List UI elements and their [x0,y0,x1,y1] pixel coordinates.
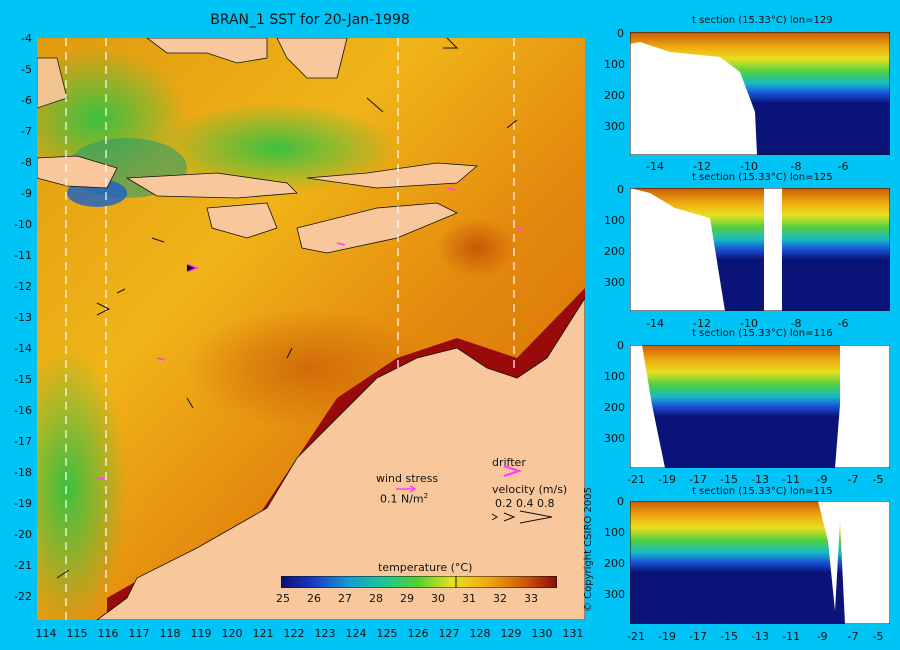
wind-stress-label: wind stress [376,472,439,485]
section-title-lon116: t section (15.33°C) lon=116 [692,328,833,339]
sst-map [37,38,585,620]
australia-land [96,297,585,620]
section-plot-lon116 [630,345,890,468]
section-title-lon129: t section (15.33°C) lon=129 [692,15,833,26]
section-plot-lon125 [630,188,890,311]
island-sumba [206,202,278,239]
copyright-text: © Copyright CSIRO 2005 [583,487,594,612]
colorbar-title: temperature (°C) [378,561,473,574]
section-title-lon125: t section (15.33°C) lon=125 [692,172,833,183]
drifter-legend-arrow [503,465,523,477]
drifter-marks [96,187,524,480]
island-java [37,155,118,189]
section-plot-lon115 [630,501,890,624]
wind-stress-arrow [396,485,417,493]
map-title: BRAN_1 SST for 20-Jan-1998 [210,12,410,28]
wind-stress-value: 0.1 N/m2 [380,492,429,506]
velocity-values: 0.2 0.4 0.8 [495,497,555,510]
velocity-arrows [491,510,553,524]
temperature-colorbar [281,576,557,588]
section-title-lon115: t section (15.33°C) lon=115 [692,486,833,497]
drifter-label: drifter [492,456,526,469]
velocity-label: velocity (m/s) [492,483,568,496]
wind-arrows [56,38,518,579]
island-top [146,38,268,64]
section-plot-lon129 [630,32,890,155]
island-timor [296,202,458,254]
